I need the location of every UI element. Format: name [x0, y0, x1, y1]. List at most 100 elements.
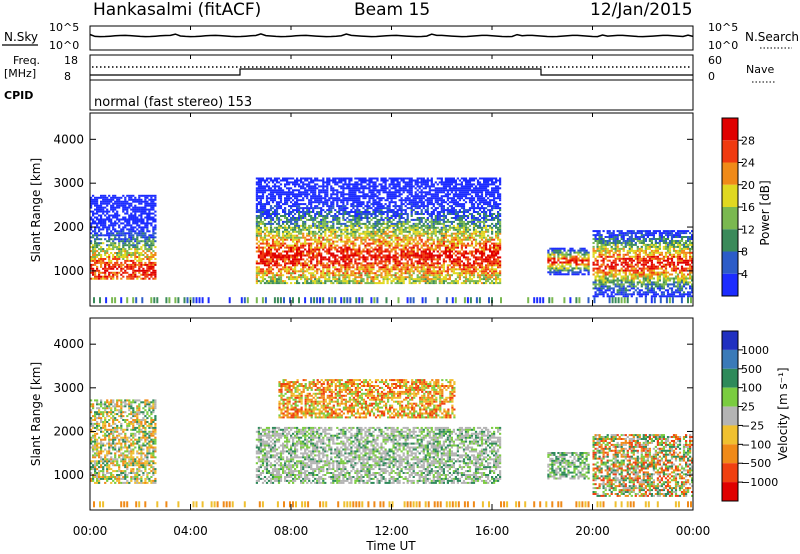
power-cell: [394, 183, 397, 186]
power-cell: [132, 271, 135, 274]
power-cell: [136, 277, 139, 280]
power-cell: [277, 181, 281, 184]
power-cell: [348, 266, 351, 269]
power-cell: [340, 193, 343, 196]
power-cell: [277, 224, 281, 227]
power-cell: [136, 218, 139, 221]
power-cell: [118, 220, 121, 223]
power-cell: [92, 263, 95, 266]
power-cell: [358, 274, 361, 277]
power-cell: [110, 248, 113, 251]
power-cell: [376, 262, 379, 265]
power-cell: [318, 250, 321, 253]
power-cell: [320, 199, 323, 202]
power-cell: [261, 242, 265, 245]
power-cell: [104, 258, 107, 260]
power-cell: [358, 232, 361, 235]
power-cell: [392, 222, 395, 225]
power-cell: [118, 198, 121, 201]
power-cell: [316, 177, 319, 180]
power-cell: [328, 246, 331, 249]
power-cell: [306, 218, 309, 221]
power-cell: [380, 177, 383, 180]
power-cell: [267, 262, 271, 265]
power-cell: [388, 224, 391, 227]
power-cell: [378, 228, 381, 231]
power-cell: [458, 183, 461, 186]
power-cell: [104, 275, 107, 278]
power-cell: [340, 280, 343, 283]
power-cell: [390, 224, 393, 227]
power-cell: [150, 202, 153, 205]
power-cell: [302, 211, 305, 213]
power-cell: [328, 270, 331, 273]
power-cell: [460, 246, 463, 249]
power-cell: [316, 262, 319, 265]
power-cell: [154, 232, 157, 235]
power-cell: [342, 240, 345, 243]
power-cell: [426, 201, 429, 204]
power-cell: [364, 195, 367, 198]
power-cell: [360, 177, 363, 180]
power-cell: [408, 228, 411, 231]
power-cell: [332, 282, 335, 285]
power-cell: [408, 238, 411, 241]
power-cell: [350, 272, 353, 275]
power-cell: [322, 272, 325, 275]
power-cell: [422, 280, 425, 283]
power-cell: [312, 268, 315, 271]
power-cell: [422, 217, 425, 219]
power-cell: [146, 216, 149, 219]
noise-tick-low: 10^0: [49, 39, 79, 52]
power-cell: [269, 195, 273, 198]
power-cell: [284, 242, 287, 245]
power-cell: [390, 274, 393, 277]
power-cell: [422, 244, 425, 247]
power-cell: [352, 193, 355, 196]
power-cell: [460, 234, 463, 237]
power-cell: [152, 242, 155, 245]
power-cell: [96, 216, 99, 219]
power-cell: [322, 268, 325, 271]
power-cell: [402, 266, 405, 269]
power-cell: [261, 236, 265, 239]
power-cell: [132, 252, 135, 254]
power-cell: [261, 270, 265, 273]
power-cell: [257, 268, 260, 271]
power-cell: [444, 256, 447, 259]
power-cell: [390, 248, 393, 251]
power-cell: [294, 242, 297, 245]
power-cell: [404, 236, 407, 239]
power-cell: [398, 215, 401, 217]
power-cell: [406, 240, 409, 243]
power-cell: [332, 217, 335, 219]
power-cell: [298, 274, 301, 277]
power-cell: [96, 198, 99, 201]
power-cell: [282, 244, 285, 247]
power-cell: [330, 195, 333, 198]
power-cell: [432, 205, 435, 208]
power-cell: [346, 220, 349, 223]
power-cell: [400, 276, 403, 279]
power-cell: [396, 179, 399, 182]
power-cell: [394, 274, 397, 277]
power-cell: [100, 222, 103, 225]
power-cell: [114, 246, 117, 249]
power-cell: [422, 203, 425, 206]
power-cell: [322, 209, 325, 212]
power-cell: [400, 280, 403, 283]
power-cell: [118, 200, 121, 203]
power-cell: [328, 197, 331, 200]
power-cell: [290, 201, 293, 204]
power-cell: [296, 222, 299, 225]
power-cell: [438, 217, 441, 219]
power-cell: [326, 201, 329, 204]
power-cell: [460, 272, 463, 275]
power-cell: [259, 209, 262, 212]
power-cell: [354, 215, 357, 217]
power-cell: [114, 261, 117, 264]
power-cell: [324, 189, 327, 192]
power-cell: [302, 197, 305, 200]
power-cell: [342, 252, 345, 255]
power-cell: [334, 228, 337, 231]
